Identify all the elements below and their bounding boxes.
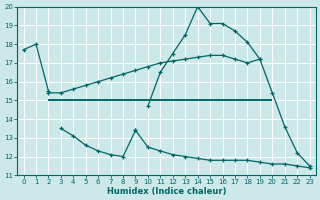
X-axis label: Humidex (Indice chaleur): Humidex (Indice chaleur) xyxy=(107,187,226,196)
